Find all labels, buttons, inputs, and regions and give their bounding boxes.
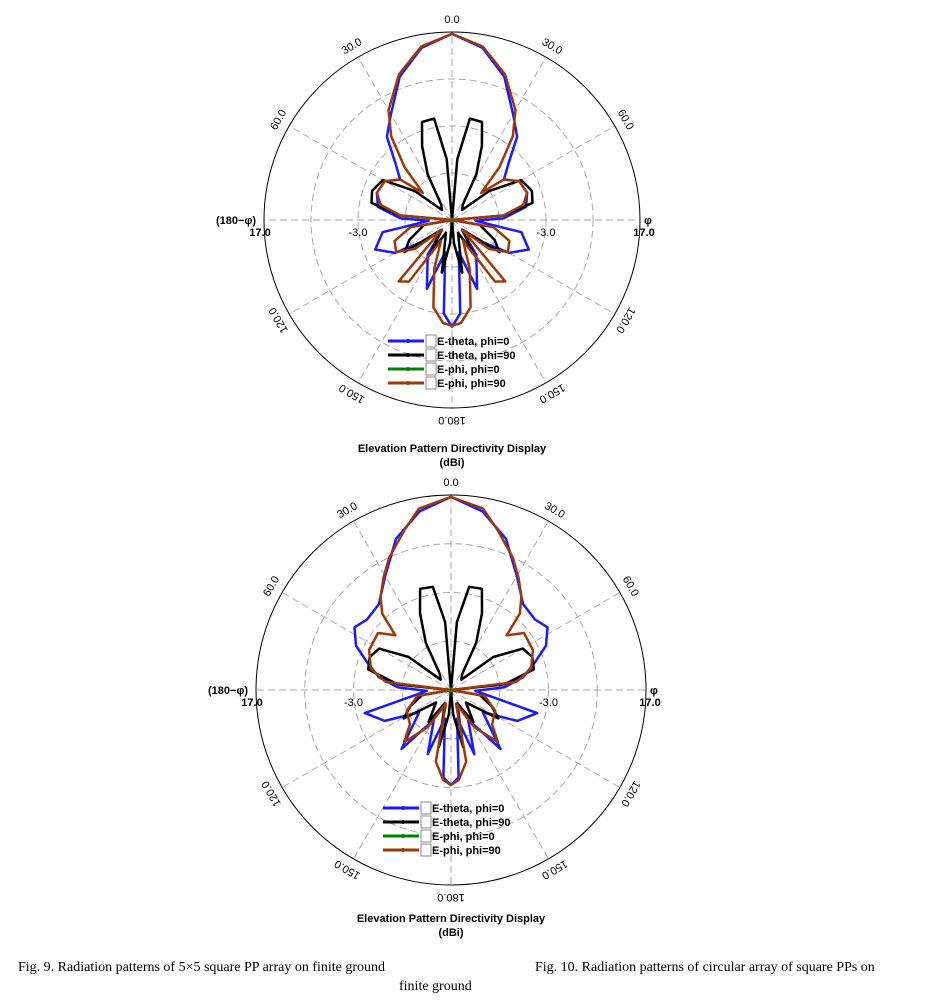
legend-label: E-theta, phi=0 bbox=[432, 803, 504, 815]
radial-tick-label: 17.0 bbox=[241, 697, 262, 709]
radial-tick-label: -3.0 bbox=[349, 227, 368, 239]
legend-checkbox bbox=[425, 376, 437, 390]
grid-ring bbox=[310, 78, 594, 362]
legend-marker bbox=[406, 367, 410, 371]
left-side-label: (180−φ) bbox=[216, 215, 256, 227]
legend-marker bbox=[401, 806, 405, 810]
grid-ring bbox=[353, 592, 549, 788]
angle-tick-label: 60.0 bbox=[261, 574, 282, 599]
legend-checkbox bbox=[420, 801, 432, 815]
angle-tick-label: 30.0 bbox=[542, 500, 567, 521]
radial-tick-label: -3.0 bbox=[539, 697, 558, 709]
legend-checkbox bbox=[420, 815, 432, 829]
grid-spoke bbox=[357, 56, 453, 221]
chart-unit-label: (dBi) bbox=[439, 457, 464, 469]
left-side-label: (180−φ) bbox=[208, 685, 248, 697]
angle-tick-label: 180.0 bbox=[438, 414, 466, 426]
chart-title: Elevation Pattern Directivity Display bbox=[358, 443, 547, 455]
legend-marker bbox=[401, 834, 405, 838]
grid-spoke bbox=[288, 125, 453, 221]
legend-label: E-phi, phi=0 bbox=[432, 831, 495, 843]
outer-ring bbox=[255, 494, 647, 886]
grid-spoke bbox=[288, 219, 453, 315]
legend-checkbox bbox=[425, 334, 437, 348]
legend-marker bbox=[406, 339, 410, 343]
angle-tick-label: 30.0 bbox=[340, 36, 365, 57]
angle-tick-label: 60.0 bbox=[615, 108, 636, 133]
angle-tick-label: 0.0 bbox=[443, 477, 458, 489]
legend-marker bbox=[406, 381, 410, 385]
angle-tick-label: 180.0 bbox=[437, 891, 465, 903]
radial-tick-label: 17.0 bbox=[633, 227, 654, 239]
angle-tick-label: 30.0 bbox=[335, 500, 360, 521]
legend-marker bbox=[401, 820, 405, 824]
legend-label: E-theta, phi=90 bbox=[432, 817, 511, 829]
legend-marker bbox=[401, 848, 405, 852]
angle-tick-label: 0.0 bbox=[444, 14, 459, 26]
legend-checkbox bbox=[425, 348, 437, 362]
legend-label: E-theta, phi=0 bbox=[437, 336, 509, 348]
chart-title: Elevation Pattern Directivity Display bbox=[357, 913, 546, 925]
chart-unit-label: (dBi) bbox=[438, 927, 463, 939]
radial-tick-label: -3.0 bbox=[537, 227, 556, 239]
angle-tick-label: 60.0 bbox=[268, 108, 289, 133]
legend-label: E-phi, phi=90 bbox=[437, 378, 506, 390]
grid-spoke bbox=[451, 56, 547, 221]
legend-checkbox bbox=[420, 843, 432, 857]
legend-marker bbox=[406, 353, 410, 357]
legend-label: E-theta, phi=90 bbox=[437, 350, 516, 362]
legend-checkbox bbox=[425, 362, 437, 376]
fig9-caption: Fig. 9. Radiation patterns of 5×5 square… bbox=[18, 960, 386, 975]
right-side-label: φ bbox=[644, 215, 652, 227]
series-line-e-phi-phi-90 bbox=[375, 32, 529, 328]
radial-tick-label: 17.0 bbox=[249, 227, 270, 239]
legend-checkbox bbox=[420, 829, 432, 843]
fig10-caption-line2: finite ground bbox=[399, 979, 472, 994]
grid-spoke bbox=[451, 125, 616, 221]
grid-spoke bbox=[451, 219, 616, 315]
legend-label: E-phi, phi=0 bbox=[437, 364, 500, 376]
radial-tick-label: 17.0 bbox=[639, 697, 660, 709]
fig10-caption: Fig. 10. Radiation patterns of circular … bbox=[535, 960, 875, 975]
angle-tick-label: 60.0 bbox=[620, 574, 641, 599]
polar-chart-2: 0.030.060.0120.0150.0180.0150.0120.060.0… bbox=[208, 477, 661, 939]
grid-spoke bbox=[450, 689, 621, 788]
radial-tick-label: -3.0 bbox=[344, 697, 363, 709]
angle-tick-label: 30.0 bbox=[540, 36, 565, 57]
series-line-e-phi-phi-90 bbox=[367, 495, 535, 787]
right-side-label: φ bbox=[650, 685, 658, 697]
grid-spoke bbox=[451, 219, 547, 384]
grid-spoke bbox=[357, 219, 453, 384]
polar-chart-1: 0.030.060.0120.0150.0180.0150.0120.060.0… bbox=[216, 14, 655, 469]
legend-label: E-phi, phi=90 bbox=[432, 845, 501, 857]
outer-ring bbox=[263, 31, 641, 409]
